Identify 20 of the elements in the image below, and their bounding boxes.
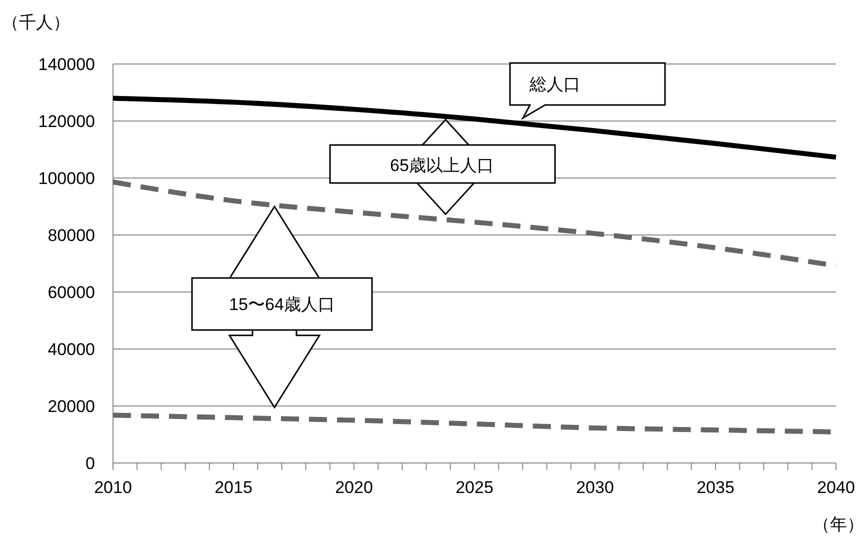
- y-tick-label: 0: [86, 454, 95, 473]
- x-tick-label: 2040: [817, 478, 855, 497]
- y-tick-label: 100000: [38, 169, 95, 188]
- annotation: 65歳以上人口: [390, 156, 494, 175]
- x-tick-label: 2015: [214, 478, 252, 497]
- x-tick-label: 2035: [696, 478, 734, 497]
- y-tick-label: 80000: [48, 226, 95, 245]
- annotation: 総人口: [528, 75, 580, 94]
- x-tick-label: 2010: [94, 478, 132, 497]
- x-tick-label: 2030: [576, 478, 614, 497]
- y-tick-label: 140000: [38, 55, 95, 74]
- x-tick-label: 2020: [335, 478, 373, 497]
- y-tick-label: 40000: [48, 340, 95, 359]
- y-axis-title: （千人）: [2, 13, 70, 32]
- y-tick-label: 120000: [38, 112, 95, 131]
- y-tick-label: 60000: [48, 283, 95, 302]
- annotation: 15〜64歳人口: [229, 295, 335, 314]
- x-tick-label: 2025: [456, 478, 494, 497]
- y-tick-label: 20000: [48, 397, 95, 416]
- x-axis-title: （年）: [813, 515, 864, 534]
